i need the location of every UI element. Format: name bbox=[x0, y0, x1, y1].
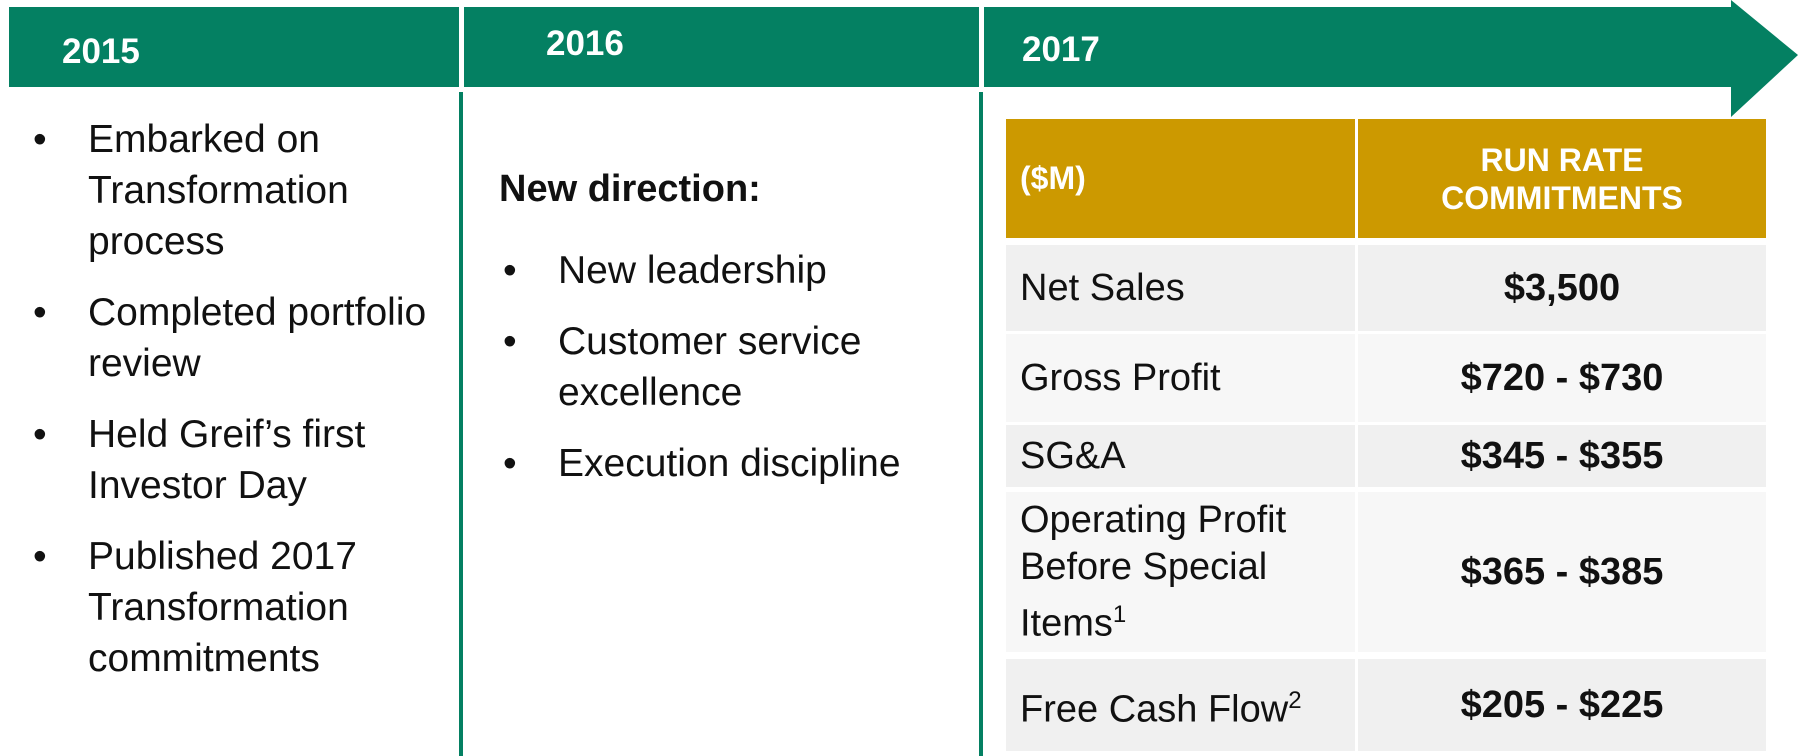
label-text: Operating Profit Before Special Items1 bbox=[1020, 498, 1287, 645]
divider bbox=[459, 92, 463, 756]
label-text: Free Cash Flow2 bbox=[1020, 686, 1302, 731]
row-value: $365 - $385 bbox=[1358, 492, 1766, 652]
row-value: $720 - $730 bbox=[1358, 334, 1766, 422]
divider bbox=[459, 7, 464, 87]
heading: New direction: bbox=[499, 168, 761, 210]
row-label: Net Sales bbox=[1006, 245, 1355, 331]
timeline-arrow bbox=[9, 0, 1798, 117]
row-label: SG&A bbox=[1006, 425, 1355, 487]
year: 2015 bbox=[62, 32, 140, 71]
table-row: SG&A $345 - $355 bbox=[1006, 425, 1766, 487]
label-text: SG&A bbox=[1020, 434, 1126, 477]
header-cell: RUN RATE COMMITMENTS bbox=[1358, 119, 1766, 238]
row-value: $3,500 bbox=[1358, 245, 1766, 331]
bullet: Completed portfolio review bbox=[33, 287, 428, 389]
table-header: ($M) RUN RATE COMMITMENTS bbox=[1006, 119, 1766, 238]
bullet: Held Greif’s first Investor Day bbox=[33, 409, 428, 511]
bullet-list: New leadership Customer service excellenc… bbox=[503, 245, 958, 509]
table-row: Operating Profit Before Special Items1 $3… bbox=[1006, 492, 1766, 652]
row-label: Operating Profit Before Special Items1 bbox=[1006, 492, 1355, 652]
footnote-mark: 2 bbox=[1288, 686, 1302, 714]
bullet: New leadership bbox=[503, 245, 958, 296]
divider bbox=[979, 7, 984, 87]
table-row: Free Cash Flow2 $205 - $225 bbox=[1006, 659, 1766, 751]
bullet: Embarked on Transformation process bbox=[33, 114, 428, 267]
row-label: Free Cash Flow2 bbox=[1006, 659, 1355, 751]
table-row: Net Sales $3,500 bbox=[1006, 245, 1766, 331]
year: 2017 bbox=[1022, 30, 1100, 69]
row-value: $205 - $225 bbox=[1358, 659, 1766, 751]
divider bbox=[979, 92, 983, 756]
header-cell: ($M) bbox=[1006, 119, 1355, 238]
footnote-mark: 1 bbox=[1112, 600, 1127, 628]
year: 2016 bbox=[546, 24, 624, 63]
table-row: Gross Profit $720 - $730 bbox=[1006, 334, 1766, 422]
bullet-list: Embarked on Transformation process Comple… bbox=[33, 114, 428, 704]
bullet: Published 2017 Transformation commitment… bbox=[33, 531, 428, 684]
label-text: Gross Profit bbox=[1020, 356, 1221, 399]
bullet: Customer service excellence bbox=[503, 316, 958, 418]
label-text: Net Sales bbox=[1020, 266, 1185, 309]
row-value: $345 - $355 bbox=[1358, 425, 1766, 487]
bullet: Execution discipline bbox=[503, 438, 958, 489]
row-label: Gross Profit bbox=[1006, 334, 1355, 422]
